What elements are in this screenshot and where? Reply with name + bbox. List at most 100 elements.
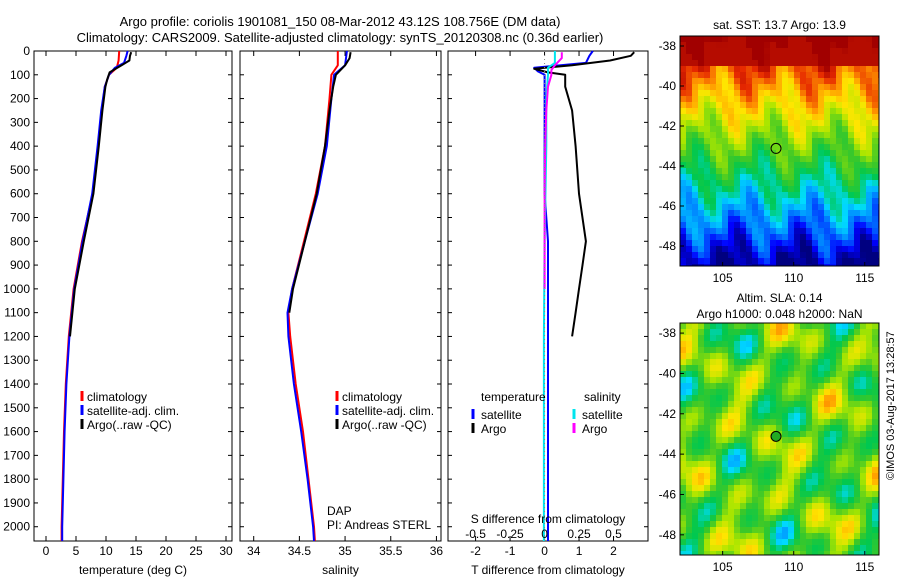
map-cell (686, 527, 692, 533)
map-cell (806, 365, 812, 371)
map-cell (836, 264, 842, 266)
map-cell (782, 234, 788, 240)
map-cell (704, 150, 710, 156)
map-cell (752, 84, 758, 90)
map-cell (746, 407, 752, 413)
map-cell (770, 240, 776, 246)
map-cell (692, 162, 698, 168)
map-cell (770, 407, 776, 413)
map-cell (824, 443, 830, 449)
map-cell (854, 353, 860, 359)
map-cell (854, 359, 860, 365)
map-cell (770, 515, 776, 521)
map-cell (860, 515, 866, 521)
map-cell (818, 42, 824, 48)
differences-xtick-label: -2 (470, 544, 481, 558)
map-cell (788, 114, 794, 120)
map-cell (758, 102, 764, 108)
map-cell (860, 246, 866, 252)
map-cell (716, 204, 722, 210)
map-cell (698, 252, 704, 258)
map-cell (680, 186, 686, 192)
map-cell (686, 515, 692, 521)
map-cell (710, 527, 716, 533)
map-cell (776, 503, 782, 509)
map-cell (818, 156, 824, 162)
map-cell (830, 90, 836, 96)
map-cell (734, 72, 740, 78)
map-cell (704, 371, 710, 377)
map-cell (806, 443, 812, 449)
map-cell (722, 192, 728, 198)
map-cell (716, 168, 722, 174)
map-cell (854, 72, 860, 78)
map-cell (836, 545, 842, 551)
map-cell (794, 96, 800, 102)
map-cell (842, 264, 848, 266)
map-cell (752, 431, 758, 437)
map-cell (758, 240, 764, 246)
map-cell (782, 150, 788, 156)
map-cell (704, 78, 710, 84)
map-cell (854, 491, 860, 497)
map-cell (854, 132, 860, 138)
map-cell (710, 443, 716, 449)
map-cell (704, 377, 710, 383)
map-cell (770, 174, 776, 180)
map-cell (758, 48, 764, 54)
map-cell (800, 132, 806, 138)
map-cell (842, 60, 848, 66)
map-cell (818, 168, 824, 174)
map-cell (866, 491, 872, 497)
map-cell (716, 252, 722, 258)
differences-panel: -2 -1 0 1 2T difference from climatologytemp… (447, 50, 649, 577)
map-cell (824, 509, 830, 515)
map-cell (704, 252, 710, 258)
map-cell (692, 455, 698, 461)
map-cell (752, 323, 758, 329)
map-cell (794, 491, 800, 497)
depth-tick-label: 1100 (4, 306, 30, 320)
map-cell (854, 36, 860, 42)
map-cell (866, 102, 872, 108)
map-cell (800, 120, 806, 126)
map-cell (728, 114, 734, 120)
map-cell (788, 419, 794, 425)
map-cell (692, 150, 698, 156)
map-cell (770, 36, 776, 42)
map-cell (728, 389, 734, 395)
map-cell (848, 126, 854, 132)
map-cell (752, 455, 758, 461)
map-cell (800, 156, 806, 162)
map-cell (854, 216, 860, 222)
map-cell (770, 90, 776, 96)
map-cell (824, 551, 830, 555)
map-cell (830, 383, 836, 389)
map-cell (788, 240, 794, 246)
map-cell (836, 461, 842, 467)
map-cell (824, 36, 830, 42)
map-cell (734, 48, 740, 54)
map-cell (764, 515, 770, 521)
map-cell (812, 497, 818, 503)
diff-xtick2-label: 0.25 (567, 527, 591, 541)
map-cell (740, 168, 746, 174)
map-cell (716, 114, 722, 120)
map-cell (740, 323, 746, 329)
map-cell (752, 461, 758, 467)
map-cell (698, 437, 704, 443)
map-cell (722, 132, 728, 138)
map-cell (728, 437, 734, 443)
map-cell (806, 377, 812, 383)
map-cell (824, 341, 830, 347)
map-cell (812, 114, 818, 120)
map-cell (794, 84, 800, 90)
map-cell (752, 120, 758, 126)
map-cell (806, 144, 812, 150)
map-cell (770, 503, 776, 509)
map-cell (734, 264, 740, 266)
map-cell (770, 383, 776, 389)
map-cell (716, 198, 722, 204)
map-cell (854, 377, 860, 383)
map-cell (692, 461, 698, 467)
